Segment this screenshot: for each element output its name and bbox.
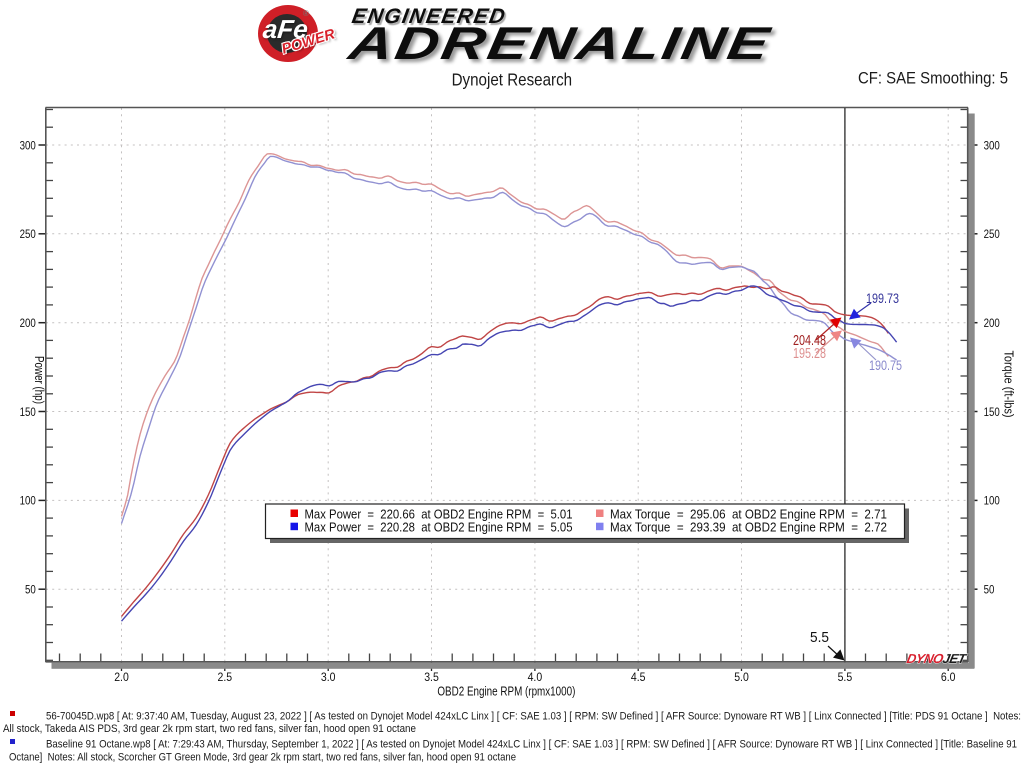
svg-text:DYNOJET: DYNOJET [905, 651, 968, 666]
svg-text:CF: SAE Smoothing: 5: CF: SAE Smoothing: 5 [858, 69, 1008, 88]
svg-text:5.5: 5.5 [810, 630, 829, 646]
svg-text:All stock, Takeda AIS PDS, 3rd: All stock, Takeda AIS PDS, 3rd gear 2k r… [3, 723, 416, 735]
svg-text:100: 100 [984, 494, 1000, 508]
svg-text:150: 150 [20, 405, 36, 419]
svg-text:250: 250 [984, 227, 1000, 241]
svg-text:3.0: 3.0 [321, 670, 336, 684]
svg-text:Max Torque = 293.39 at OBD2: Max Torque = 293.39 at OBD2 Engine RPM =… [610, 521, 887, 535]
svg-text:204.48: 204.48 [793, 333, 826, 349]
svg-text:Max Power = 220.28 at OBD2: Max Power = 220.28 at OBD2 Engine RPM = … [305, 521, 573, 535]
svg-text:199.73: 199.73 [866, 291, 899, 306]
svg-text:200: 200 [984, 316, 1000, 330]
svg-text:Max Power = 220.66 at OBD2: Max Power = 220.66 at OBD2 Engine RPM = … [305, 507, 573, 521]
svg-text:5.5: 5.5 [838, 670, 853, 684]
svg-text:Baseline 91 Octane.wp8 [ At: 7: Baseline 91 Octane.wp8 [ At: 7:29:43 AM,… [46, 739, 1017, 751]
svg-text:300: 300 [984, 138, 1000, 152]
svg-text:OBD2 Engine RPM (rpmx1000): OBD2 Engine RPM (rpmx1000) [437, 684, 575, 699]
svg-text:3.5: 3.5 [424, 670, 439, 684]
svg-text:100: 100 [20, 494, 36, 508]
svg-text:200: 200 [20, 316, 36, 330]
svg-text:Power (hp): Power (hp) [32, 356, 46, 404]
svg-text:50: 50 [984, 583, 995, 597]
svg-text:Max Torque = 295.06 at OBD2: Max Torque = 295.06 at OBD2 Engine RPM =… [610, 507, 887, 521]
svg-text:195.28: 195.28 [793, 346, 826, 362]
svg-text:4.0: 4.0 [528, 670, 543, 684]
svg-text:5.0: 5.0 [734, 670, 749, 684]
svg-text:50: 50 [25, 583, 36, 597]
svg-text:6.0: 6.0 [941, 670, 956, 684]
svg-text:300: 300 [20, 138, 36, 152]
svg-text:Torque (ft-lbs): Torque (ft-lbs) [1002, 351, 1016, 418]
svg-text:2.5: 2.5 [218, 670, 233, 684]
svg-text:190.75: 190.75 [869, 358, 902, 373]
svg-text:150: 150 [984, 405, 1000, 419]
svg-text:Dynojet Research: Dynojet Research [452, 70, 572, 90]
svg-text:Octane] Notes: All stock, Sco: Octane] Notes: All stock, Scorcher GT Gr… [9, 752, 516, 764]
svg-text:4.5: 4.5 [631, 670, 646, 684]
svg-text:56-70045D.wp8 [ At: 9:37:40 AM: 56-70045D.wp8 [ At: 9:37:40 AM, Tuesday,… [46, 711, 1021, 723]
svg-text:250: 250 [20, 227, 36, 241]
svg-text:2.0: 2.0 [114, 670, 129, 684]
